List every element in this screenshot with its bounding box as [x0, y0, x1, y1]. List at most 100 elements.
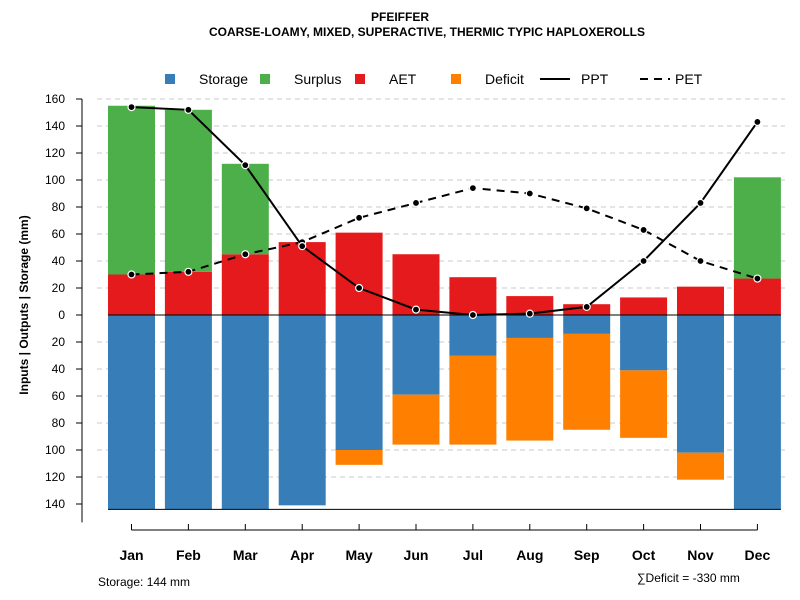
aet-bar-jun [392, 254, 440, 315]
pet-line [131, 187, 758, 280]
lines [127, 102, 762, 320]
storage-annotation: Storage: 144 mm [98, 575, 190, 589]
pet-point [241, 250, 250, 259]
ppt-point [241, 161, 250, 170]
deficit-bar-jun [392, 394, 440, 445]
deficit-annotation: ∑Deficit = -330 mm [637, 571, 740, 585]
legend-swatch-surplus [260, 74, 270, 84]
storage-bar-jul [449, 315, 497, 356]
storage-bar-sep [563, 315, 611, 334]
legend-label-storage: Storage [199, 71, 248, 87]
pet-point [582, 204, 591, 213]
legend-swatch-aet [355, 74, 365, 84]
x-tick-label: Mar [233, 547, 258, 563]
deficit-bar-sep [563, 333, 611, 430]
y-tick-label: 60 [52, 227, 66, 241]
chart-subtitle: COARSE-LOAMY, MIXED, SUPERACTIVE, THERMI… [209, 25, 645, 39]
storage-bar-jan [108, 315, 155, 510]
aet-bar-jan [108, 274, 155, 315]
aet-bar-may [335, 232, 383, 315]
deficit-bar-aug [506, 337, 554, 441]
pet-point [355, 213, 364, 222]
y-axis: 160 140 120 100 80 60 40 20 0 20 40 60 80 100 120 140 [45, 92, 83, 523]
ppt-point [355, 283, 364, 293]
storage-bar-mar [221, 315, 269, 510]
deficit-bar-jul [449, 355, 497, 445]
surplus-bar-mar [221, 163, 269, 255]
chart-title: PFEIFFER [371, 10, 429, 24]
y-tick-label: 0 [58, 308, 65, 322]
ppt-point [127, 102, 136, 112]
x-axis: Jan Feb Mar Apr May Jun Jul Aug Sep Oct Nov Dec [119, 524, 770, 563]
ppt-point [468, 310, 477, 320]
y-tick-label: 160 [45, 92, 65, 106]
x-tick-label: Jun [404, 547, 429, 563]
y-tick-label: 120 [45, 470, 65, 484]
ppt-point [411, 305, 421, 314]
aet-bar-jul [449, 277, 497, 315]
legend-swatch-deficit [451, 74, 461, 84]
x-tick-label: Sep [574, 547, 600, 563]
storage-bar-oct [620, 315, 668, 371]
legend: Storage Surplus AET Deficit PPT PET [165, 71, 703, 87]
bars [108, 105, 781, 510]
x-tick-label: Oct [632, 547, 656, 563]
y-tick-label: 140 [45, 119, 65, 133]
ppt-line [131, 106, 759, 317]
y-tick-label: 120 [45, 146, 65, 160]
x-tick-label: Jul [463, 547, 483, 563]
aet-bar-mar [221, 254, 269, 315]
legend-label-deficit: Deficit [485, 71, 524, 87]
y-tick-label: 140 [45, 497, 65, 511]
pet-point [525, 189, 534, 198]
x-tick-label: Feb [176, 547, 201, 563]
legend-label-pet: PET [675, 71, 703, 87]
aet-bar-apr [278, 242, 326, 315]
y-tick-label: 100 [45, 173, 65, 187]
pet-point [184, 267, 193, 276]
surplus-bar-dec [733, 177, 781, 279]
aet-bar-dec [733, 278, 781, 315]
legend-label-surplus: Surplus [294, 71, 341, 87]
x-tick-label: Jan [119, 547, 143, 563]
ppt-point [582, 302, 591, 311]
pet-point [696, 256, 705, 266]
pet-point [753, 274, 762, 283]
legend-label-aet: AET [389, 71, 417, 87]
y-tick-label: 40 [52, 362, 66, 376]
y-axis-label: Inputs | Outputs | Storage (mm) [17, 215, 31, 394]
gridlines [97, 98, 785, 478]
y-tick-label: 60 [52, 389, 66, 403]
storage-bar-dec [733, 315, 781, 510]
x-tick-label: Apr [290, 547, 315, 563]
storage-bar-nov [677, 315, 724, 453]
y-tick-label: 40 [52, 254, 66, 268]
y-tick-label: 20 [52, 281, 66, 295]
aet-bar-feb [164, 271, 212, 315]
storage-bar-feb [164, 315, 212, 510]
aet-bar-oct [620, 297, 668, 315]
storage-bar-aug [506, 315, 554, 338]
ppt-point [298, 242, 307, 251]
x-tick-label: Nov [687, 547, 714, 563]
ppt-point [639, 256, 648, 266]
pet-point [127, 270, 136, 279]
aet-bar-nov [677, 286, 724, 315]
x-tick-label: Dec [745, 547, 771, 563]
surplus-bar-jan [108, 105, 155, 275]
y-tick-label: 80 [52, 416, 66, 430]
storage-bar-apr [278, 315, 326, 506]
deficit-bar-may [335, 450, 383, 465]
ppt-point [696, 198, 705, 208]
ppt-point [525, 309, 534, 318]
pet-point [639, 225, 648, 235]
x-tick-label: May [345, 547, 372, 563]
legend-swatch-storage [165, 74, 175, 84]
y-tick-label: 20 [52, 335, 66, 349]
storage-bar-may [335, 315, 383, 450]
pet-point [468, 184, 477, 193]
legend-label-ppt: PPT [581, 71, 609, 87]
storage-bar-jun [392, 315, 440, 395]
y-tick-label: 100 [45, 443, 65, 457]
